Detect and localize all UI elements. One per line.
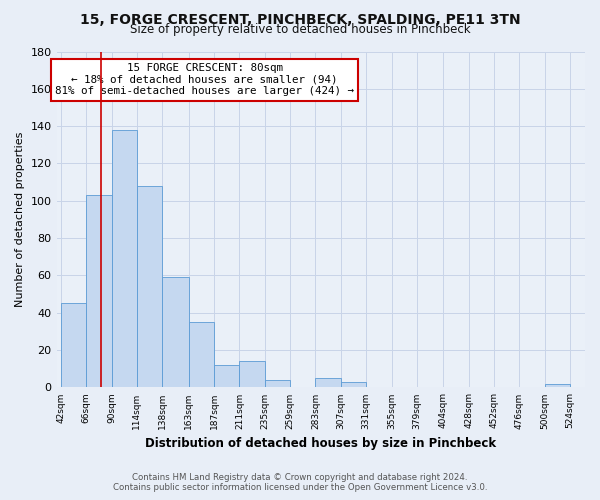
- Bar: [214, 365, 239, 388]
- Bar: [545, 384, 570, 388]
- Bar: [61, 304, 86, 388]
- Bar: [188, 322, 214, 388]
- Text: 15 FORGE CRESCENT: 80sqm
← 18% of detached houses are smaller (94)
81% of semi-d: 15 FORGE CRESCENT: 80sqm ← 18% of detach…: [55, 64, 354, 96]
- Bar: [137, 186, 162, 388]
- Bar: [265, 380, 290, 388]
- Bar: [162, 278, 188, 388]
- Bar: [86, 195, 112, 388]
- X-axis label: Distribution of detached houses by size in Pinchbeck: Distribution of detached houses by size …: [145, 437, 496, 450]
- Bar: [341, 382, 366, 388]
- Text: 15, FORGE CRESCENT, PINCHBECK, SPALDING, PE11 3TN: 15, FORGE CRESCENT, PINCHBECK, SPALDING,…: [80, 12, 520, 26]
- Text: Contains HM Land Registry data © Crown copyright and database right 2024.
Contai: Contains HM Land Registry data © Crown c…: [113, 473, 487, 492]
- Bar: [316, 378, 341, 388]
- Bar: [112, 130, 137, 388]
- Bar: [239, 362, 265, 388]
- Text: Size of property relative to detached houses in Pinchbeck: Size of property relative to detached ho…: [130, 22, 470, 36]
- Y-axis label: Number of detached properties: Number of detached properties: [15, 132, 25, 307]
